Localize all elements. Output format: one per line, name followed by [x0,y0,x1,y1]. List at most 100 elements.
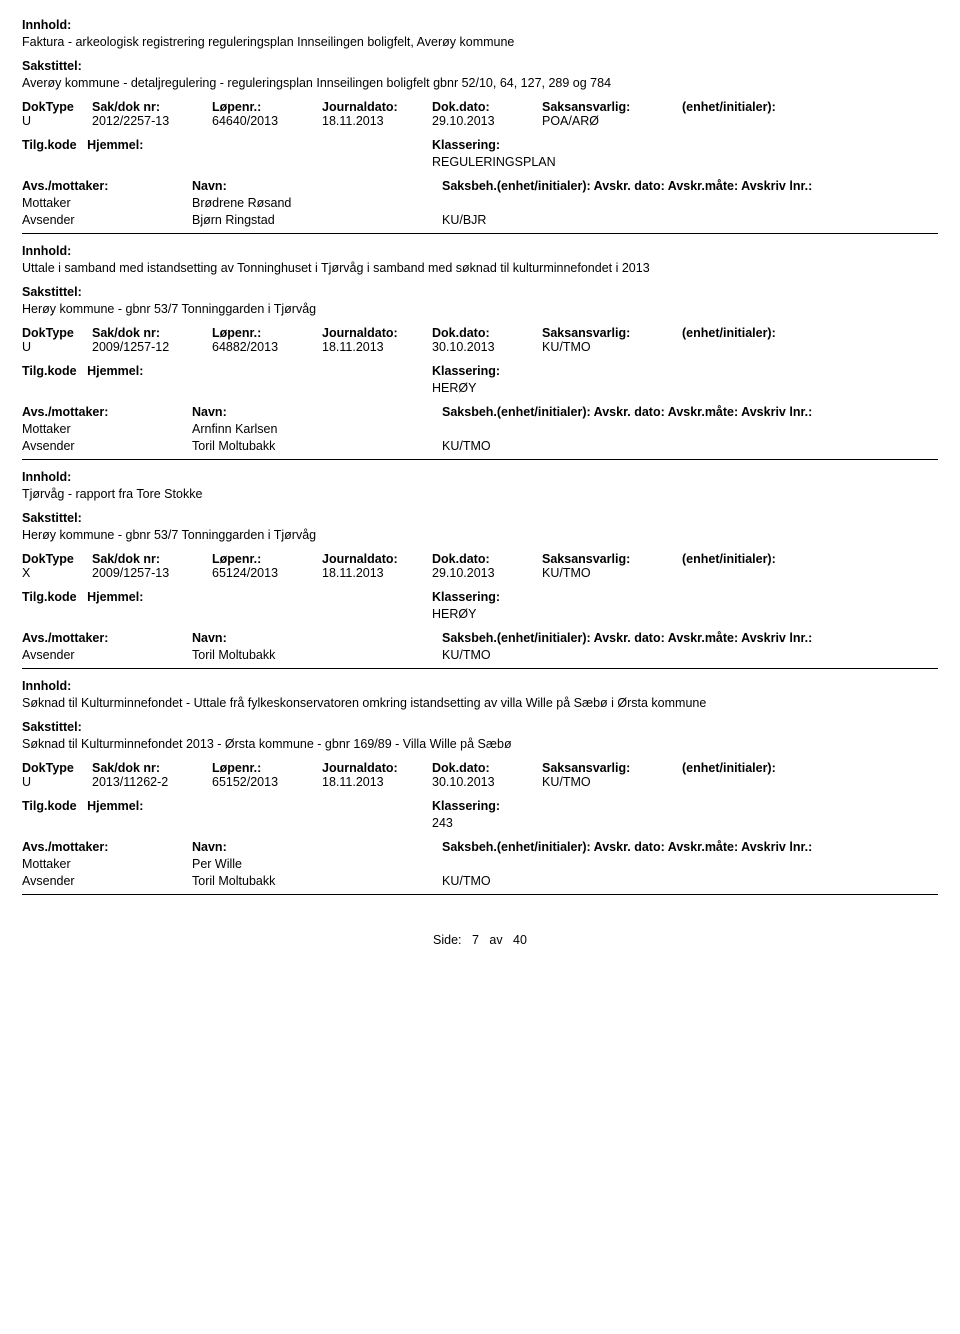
party-row: Avsender Toril Moltubakk KU/TMO [22,439,938,453]
hdr-enhet: (enhet/initialer): [682,552,938,566]
klassering-value: HERØY [432,381,938,395]
hdr-dokdato: Dok.dato: [432,761,542,775]
records-container: Innhold: Faktura - arkeologisk registrer… [22,18,938,895]
party-role: Avsender [22,213,192,227]
hdr-saksansv: Saksansvarlig: [542,326,682,340]
val-lopenr: 65152/2013 [212,775,322,789]
klassering-value: REGULERINGSPLAN [432,155,938,169]
party-row: Avsender Toril Moltubakk KU/TMO [22,648,938,662]
val-dokdato: 29.10.2013 [432,566,542,580]
hdr-dokdato: Dok.dato: [432,326,542,340]
hjemmel-row: Tilg.kode Hjemmel: Klassering: 243 [22,799,938,830]
hdr-journal: Journaldato: [322,100,432,114]
val-dokdato: 30.10.2013 [432,340,542,354]
val-saksansv: KU/TMO [542,775,682,789]
innhold-label: Innhold: [22,470,938,484]
klassering-value: 243 [432,816,938,830]
hdr-saksansv: Saksansvarlig: [542,761,682,775]
party-row: Mottaker Brødrene Røsand [22,196,938,210]
saksbeh-header: Avs./mottaker: Navn: Saksbeh.(enhet/init… [22,405,938,419]
hdr-enhet: (enhet/initialer): [682,761,938,775]
tilgkode-label: Tilg.kode [22,590,77,604]
hjemmel-label: Hjemmel: [87,364,143,378]
val-journal: 18.11.2013 [322,340,432,354]
sakstittel-text: Averøy kommune - detaljregulering - regu… [22,76,938,90]
hdr-sakdoknr: Sak/dok nr: [92,100,212,114]
party-code: KU/TMO [442,874,938,888]
innhold-text: Tjørvåg - rapport fra Tore Stokke [22,487,938,501]
val-doktype: U [22,340,92,354]
party-code: KU/TMO [442,439,938,453]
val-enhet [682,775,938,789]
innhold-label: Innhold: [22,244,938,258]
hjemmel-row: Tilg.kode Hjemmel: Klassering: REGULERIN… [22,138,938,169]
hjemmel-row: Tilg.kode Hjemmel: Klassering: HERØY [22,590,938,621]
hdr-doktype: DokType [22,761,92,775]
hdr-sakdoknr: Sak/dok nr: [92,326,212,340]
col-values: X 2009/1257-13 65124/2013 18.11.2013 29.… [22,566,938,580]
avsmottaker-label: Avs./mottaker: [22,840,192,854]
saksbeh-long-label: Saksbeh.(enhet/initialer): Avskr. dato: … [442,179,938,193]
footer-page: 7 [472,933,479,947]
hdr-doktype: DokType [22,326,92,340]
hjemmel-row: Tilg.kode Hjemmel: Klassering: HERØY [22,364,938,395]
party-name: Arnfinn Karlsen [192,422,442,436]
party-row: Mottaker Arnfinn Karlsen [22,422,938,436]
col-headers: DokType Sak/dok nr: Løpenr.: Journaldato… [22,100,938,114]
val-saksansv: KU/TMO [542,566,682,580]
sakstittel-label: Sakstittel: [22,511,938,525]
saksbeh-header: Avs./mottaker: Navn: Saksbeh.(enhet/init… [22,840,938,854]
col-headers: DokType Sak/dok nr: Løpenr.: Journaldato… [22,761,938,775]
saksbeh-header: Avs./mottaker: Navn: Saksbeh.(enhet/init… [22,631,938,645]
col-headers: DokType Sak/dok nr: Løpenr.: Journaldato… [22,552,938,566]
footer-side-label: Side: [433,933,462,947]
val-dokdato: 30.10.2013 [432,775,542,789]
party-row: Avsender Bjørn Ringstad KU/BJR [22,213,938,227]
innhold-text: Søknad til Kulturminnefondet - Uttale fr… [22,696,938,710]
saksbeh-header: Avs./mottaker: Navn: Saksbeh.(enhet/init… [22,179,938,193]
avsmottaker-label: Avs./mottaker: [22,631,192,645]
val-enhet [682,340,938,354]
hdr-saksansv: Saksansvarlig: [542,100,682,114]
val-sakdoknr: 2009/1257-13 [92,566,212,580]
sakstittel-label: Sakstittel: [22,59,938,73]
avsmottaker-label: Avs./mottaker: [22,179,192,193]
innhold-label: Innhold: [22,679,938,693]
navn-label: Navn: [192,840,442,854]
hdr-journal: Journaldato: [322,326,432,340]
col-values: U 2013/11262-2 65152/2013 18.11.2013 30.… [22,775,938,789]
hdr-lopenr: Løpenr.: [212,100,322,114]
party-code [442,196,938,210]
saksbeh-long-label: Saksbeh.(enhet/initialer): Avskr. dato: … [442,840,938,854]
col-headers: DokType Sak/dok nr: Løpenr.: Journaldato… [22,326,938,340]
klassering-label: Klassering: [432,799,938,813]
page-footer: Side: 7 av 40 [22,933,938,947]
record: Innhold: Faktura - arkeologisk registrer… [22,18,938,234]
val-saksansv: POA/ARØ [542,114,682,128]
val-doktype: X [22,566,92,580]
hdr-enhet: (enhet/initialer): [682,100,938,114]
party-role: Avsender [22,439,192,453]
hdr-sakdoknr: Sak/dok nr: [92,552,212,566]
val-lopenr: 64882/2013 [212,340,322,354]
saksbeh-long-label: Saksbeh.(enhet/initialer): Avskr. dato: … [442,631,938,645]
val-doktype: U [22,775,92,789]
hdr-dokdato: Dok.dato: [432,552,542,566]
val-enhet [682,566,938,580]
saksbeh-long-label: Saksbeh.(enhet/initialer): Avskr. dato: … [442,405,938,419]
party-code: KU/TMO [442,648,938,662]
val-lopenr: 65124/2013 [212,566,322,580]
hdr-enhet: (enhet/initialer): [682,326,938,340]
val-enhet [682,114,938,128]
record: Innhold: Søknad til Kulturminnefondet - … [22,679,938,895]
hdr-lopenr: Løpenr.: [212,326,322,340]
sakstittel-text: Søknad til Kulturminnefondet 2013 - Ørst… [22,737,938,751]
tilgkode-label: Tilg.kode [22,364,77,378]
hdr-dokdato: Dok.dato: [432,100,542,114]
party-role: Mottaker [22,422,192,436]
hdr-doktype: DokType [22,100,92,114]
sakstittel-text: Herøy kommune - gbnr 53/7 Tonninggarden … [22,302,938,316]
party-name: Toril Moltubakk [192,439,442,453]
innhold-text: Uttale i samband med istandsetting av To… [22,261,938,275]
hdr-lopenr: Løpenr.: [212,552,322,566]
